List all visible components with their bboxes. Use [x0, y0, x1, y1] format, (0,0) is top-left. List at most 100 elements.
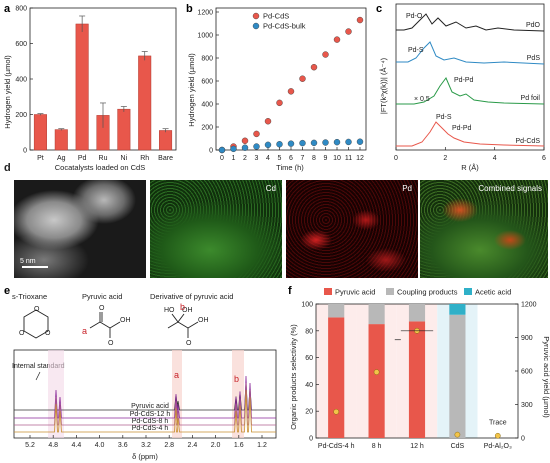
ann-pd-pd-2: Pd-Pd [452, 125, 472, 132]
cd-map-label: Cd [265, 184, 276, 193]
panel-b-legend-label: Pd-CdS-bulk [263, 22, 306, 31]
nmr-xtick-label: 3.6 [118, 442, 128, 449]
scale-bar-label: 5 nm [20, 258, 36, 265]
pd-map-label: Pd [402, 184, 412, 193]
panel-b-point [264, 141, 272, 149]
panel-f-chart: f Organic products selectivity (%) Pyruv… [288, 285, 550, 450]
panel-b-legend-label: Pd-CdS [263, 12, 289, 21]
combined-map-label: Combined signals [478, 184, 542, 193]
panel-c-chart: c |FT(k³χ(k))| (Å⁻⁴) Pd-O Pd-S Pd-Pd × 0… [376, 3, 546, 172]
derivative-structure [167, 313, 199, 338]
marker-b-struct: b [180, 302, 185, 312]
panel-b-xtick-label: 0 [220, 155, 224, 162]
panel-a-ylabel: Hydrogen yield (µmol) [3, 55, 12, 129]
panel-f-ytick-label: 100 [301, 302, 313, 309]
ann-pd-s-1: Pd-S [408, 47, 424, 54]
trioxane-o-top: O [34, 306, 40, 313]
panel-b-xtick-label: 8 [312, 155, 316, 162]
panel-b-point [276, 141, 283, 148]
internal-standard-arrow [35, 371, 41, 381]
panel-f-ylabel: Organic products selectivity (%) [289, 324, 298, 430]
panel-f-xtick-label: Pd-Al₂O₃ [484, 443, 512, 450]
panel-b-point [322, 51, 329, 58]
label-derivative: Derivative of pyruvic acid [150, 292, 233, 301]
panel-b-point [345, 28, 352, 35]
panel-b-point [276, 99, 283, 107]
panel-f-legend-swatch [386, 288, 394, 295]
ann-pd-s-2: Pd-S [436, 114, 452, 121]
panel-b-point [345, 138, 352, 146]
nmr-xtick-label: 1.2 [257, 442, 267, 449]
panel-f-yield-point [494, 432, 501, 439]
panel-b-point [299, 75, 306, 82]
panel-b-xtick-label: 2 [243, 155, 247, 162]
label-pds: PdS [527, 55, 541, 62]
pd-map-image: Pd [286, 180, 418, 278]
marker-a-peak: a [174, 370, 179, 380]
panel-c-label: c [376, 3, 382, 15]
panel-c-xtick-label: 2 [443, 155, 447, 162]
panel-a-bar [159, 130, 173, 151]
panel-b-point [230, 145, 237, 153]
panel-b-point [218, 146, 226, 154]
panel-f-legend-swatch [324, 288, 332, 295]
panel-b-xtick-label: 4 [266, 155, 270, 162]
panel-f-bar-segment [408, 304, 426, 322]
panel-b-label: b [186, 3, 193, 15]
panel-a-label: a [4, 3, 11, 15]
panel-f-bar-segment [449, 304, 466, 315]
nmr-trace [14, 389, 276, 433]
panel-a-xtick-label: Rh [140, 155, 149, 162]
panel-c-xlabel: R (Å) [461, 163, 479, 172]
panel-a-chart: a Hydrogen yield (µmol) 0 200 400 600 800 Pt A… [3, 3, 177, 172]
panel-b-point [356, 16, 364, 24]
panel-a-ytick-label: 800 [15, 6, 27, 13]
marker-b-peak: b [234, 374, 239, 384]
panel-c-xtick-label: 4 [493, 155, 497, 162]
panel-f-bar-segment [328, 317, 345, 438]
trioxane-o-left: O [19, 330, 25, 337]
panel-f-legend-label: Coupling products [397, 288, 458, 297]
nmr-trace-label: Pd-CdS-12 h [130, 411, 171, 418]
pds-curve [396, 41, 545, 65]
panel-f-y2label: Pyruvic acid yield (µmol) [542, 336, 550, 418]
panel-e-nmr: e s-Trioxane Pyruvic acid Derivative of … [4, 285, 277, 461]
panel-a-xtick-label: Pd [78, 155, 87, 162]
label-pyruvic-acid: Pyruvic acid [82, 292, 122, 301]
nmr-xtick-label: 4.4 [72, 442, 82, 449]
panel-b-xtick-label: 1 [232, 155, 236, 162]
panel-f-bar-segment [408, 321, 426, 438]
panel-a-xtick-label: Bare [158, 155, 173, 162]
panel-f-label: f [288, 285, 292, 297]
panel-e-label: e [4, 285, 10, 297]
panel-b-xtick-label: 9 [324, 155, 328, 162]
panel-b-ytick-label: 800 [201, 56, 213, 63]
nmr-xtick-label: 2.4 [188, 442, 198, 449]
panel-f-legend-label: Pyruvic acid [335, 288, 375, 297]
panel-a-xtick-label: Ni [121, 155, 128, 162]
panel-f-bar-segment [449, 314, 466, 438]
panel-b-point [253, 143, 260, 150]
nmr-xtick-label: 3.2 [141, 442, 151, 449]
pyr-o1: O [99, 305, 105, 312]
panel-b-legend-marker [252, 22, 260, 30]
panel-f-y2tick-label: 1200 [521, 302, 537, 309]
panel-b-point [241, 144, 249, 151]
panel-c-xtick-label: 6 [542, 155, 546, 162]
panel-f-bar-segment [328, 304, 345, 318]
panel-e-xlabel: δ (ppm) [132, 452, 158, 461]
nmr-frame [13, 349, 277, 439]
panel-a-ytick-label: 400 [15, 77, 27, 84]
nmr-xtick-label: 5.2 [25, 442, 35, 449]
panel-b-point [241, 137, 249, 145]
panel-f-yield-point [454, 431, 461, 438]
panel-d-label: d [4, 162, 11, 174]
panel-b-xtick-label: 7 [301, 155, 305, 162]
nmr-xtick-label: 1.6 [234, 442, 244, 449]
panel-a-ytick-label: 600 [15, 41, 27, 48]
panel-b-point [333, 36, 341, 43]
label-pd-cds: Pd-CdS [515, 138, 540, 145]
nmr-xtick-label: 2.8 [164, 442, 174, 449]
panel-b-point [322, 139, 329, 146]
panel-b-xtick-label: 3 [255, 155, 259, 162]
